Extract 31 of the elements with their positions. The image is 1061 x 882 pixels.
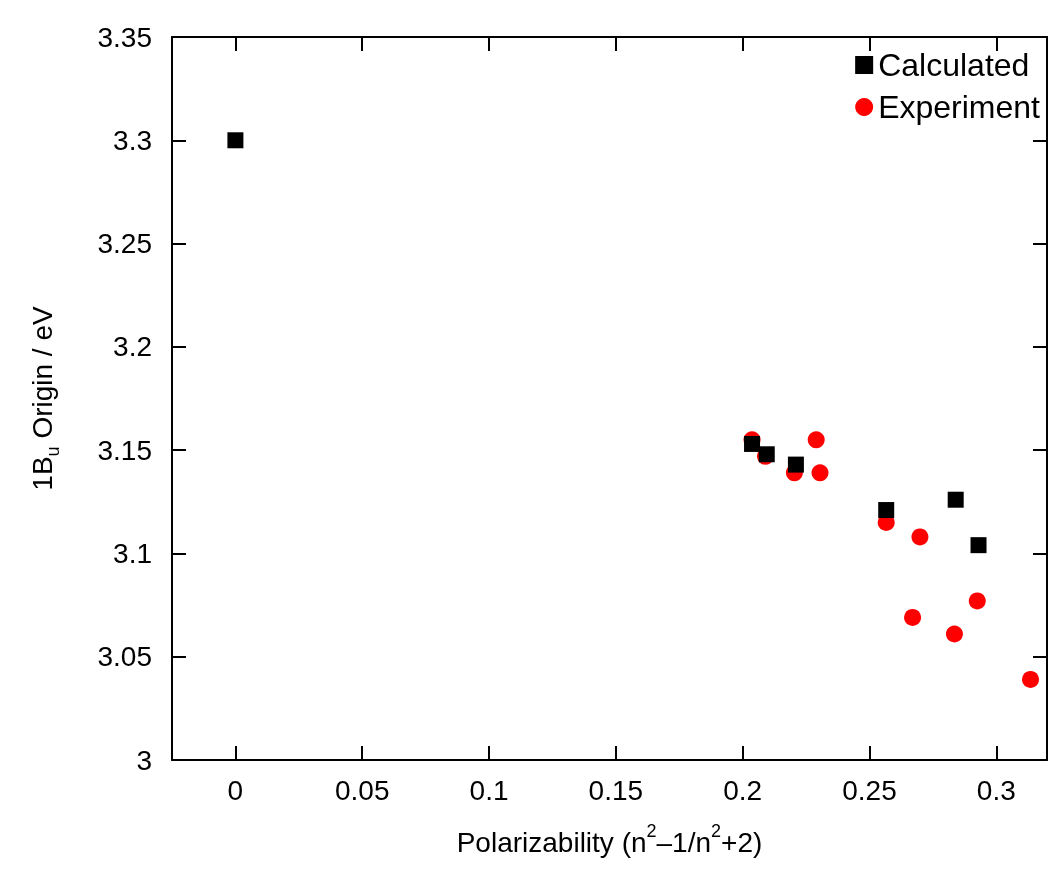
x-tick-label: 0.25 <box>842 774 897 806</box>
point <box>968 592 986 610</box>
x-tick-label: 0.1 <box>469 774 509 806</box>
y-tick-label: 3.15 <box>97 434 152 466</box>
y-tick-label: 3.35 <box>97 21 152 53</box>
point <box>744 435 761 452</box>
y-tick-label: 3.1 <box>113 537 152 569</box>
point <box>787 456 804 473</box>
x-tick-label: 0.15 <box>588 774 644 806</box>
point <box>911 528 929 546</box>
y-axis-title: 1Bu Origin / eV <box>26 306 63 491</box>
legend-label: Experiment <box>878 89 1041 125</box>
point <box>945 625 963 643</box>
x-tick-label: 0 <box>227 774 244 806</box>
point <box>807 431 825 449</box>
y-tick-label: 3 <box>136 744 152 776</box>
point <box>878 502 895 519</box>
point <box>811 464 829 482</box>
x-tick-label: 0.2 <box>723 774 763 806</box>
point <box>904 608 922 626</box>
point <box>227 132 244 149</box>
point <box>970 537 987 554</box>
x-tick-label: 0.05 <box>334 774 390 806</box>
legend-label: Calculated <box>878 47 1030 83</box>
y-tick-label: 3.3 <box>113 124 152 156</box>
point <box>1022 670 1040 688</box>
x-tick-label: 0.3 <box>976 774 1016 806</box>
y-tick-label: 3.25 <box>97 228 152 260</box>
point <box>947 491 964 508</box>
y-tick-label: 3.2 <box>113 331 152 363</box>
y-tick-label: 3.05 <box>97 641 152 673</box>
